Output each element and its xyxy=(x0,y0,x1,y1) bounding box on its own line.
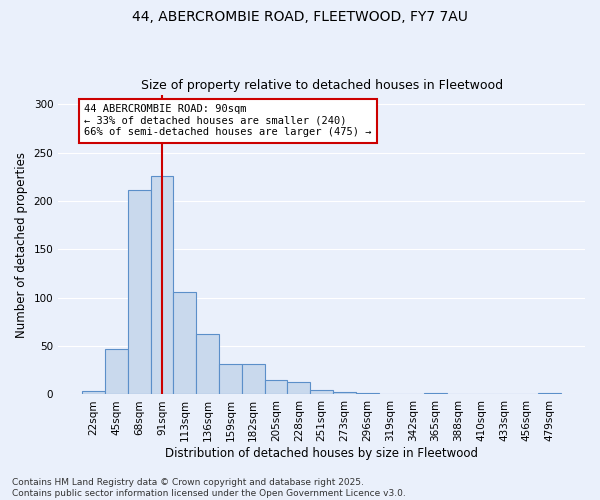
Bar xyxy=(82,390,105,394)
Bar xyxy=(538,392,561,394)
Title: Size of property relative to detached houses in Fleetwood: Size of property relative to detached ho… xyxy=(140,79,503,92)
Bar xyxy=(356,392,379,394)
Text: Contains HM Land Registry data © Crown copyright and database right 2025.
Contai: Contains HM Land Registry data © Crown c… xyxy=(12,478,406,498)
Bar xyxy=(242,364,265,394)
Bar xyxy=(333,392,356,394)
Text: 44 ABERCROMBIE ROAD: 90sqm
← 33% of detached houses are smaller (240)
66% of sem: 44 ABERCROMBIE ROAD: 90sqm ← 33% of deta… xyxy=(85,104,372,138)
Bar xyxy=(424,392,447,394)
Bar xyxy=(128,190,151,394)
Bar xyxy=(173,292,196,394)
Bar xyxy=(310,390,333,394)
Bar xyxy=(196,334,219,394)
Bar xyxy=(219,364,242,394)
X-axis label: Distribution of detached houses by size in Fleetwood: Distribution of detached houses by size … xyxy=(165,447,478,460)
Text: 44, ABERCROMBIE ROAD, FLEETWOOD, FY7 7AU: 44, ABERCROMBIE ROAD, FLEETWOOD, FY7 7AU xyxy=(132,10,468,24)
Bar xyxy=(265,380,287,394)
Bar xyxy=(287,382,310,394)
Bar xyxy=(151,176,173,394)
Y-axis label: Number of detached properties: Number of detached properties xyxy=(15,152,28,338)
Bar xyxy=(105,349,128,395)
